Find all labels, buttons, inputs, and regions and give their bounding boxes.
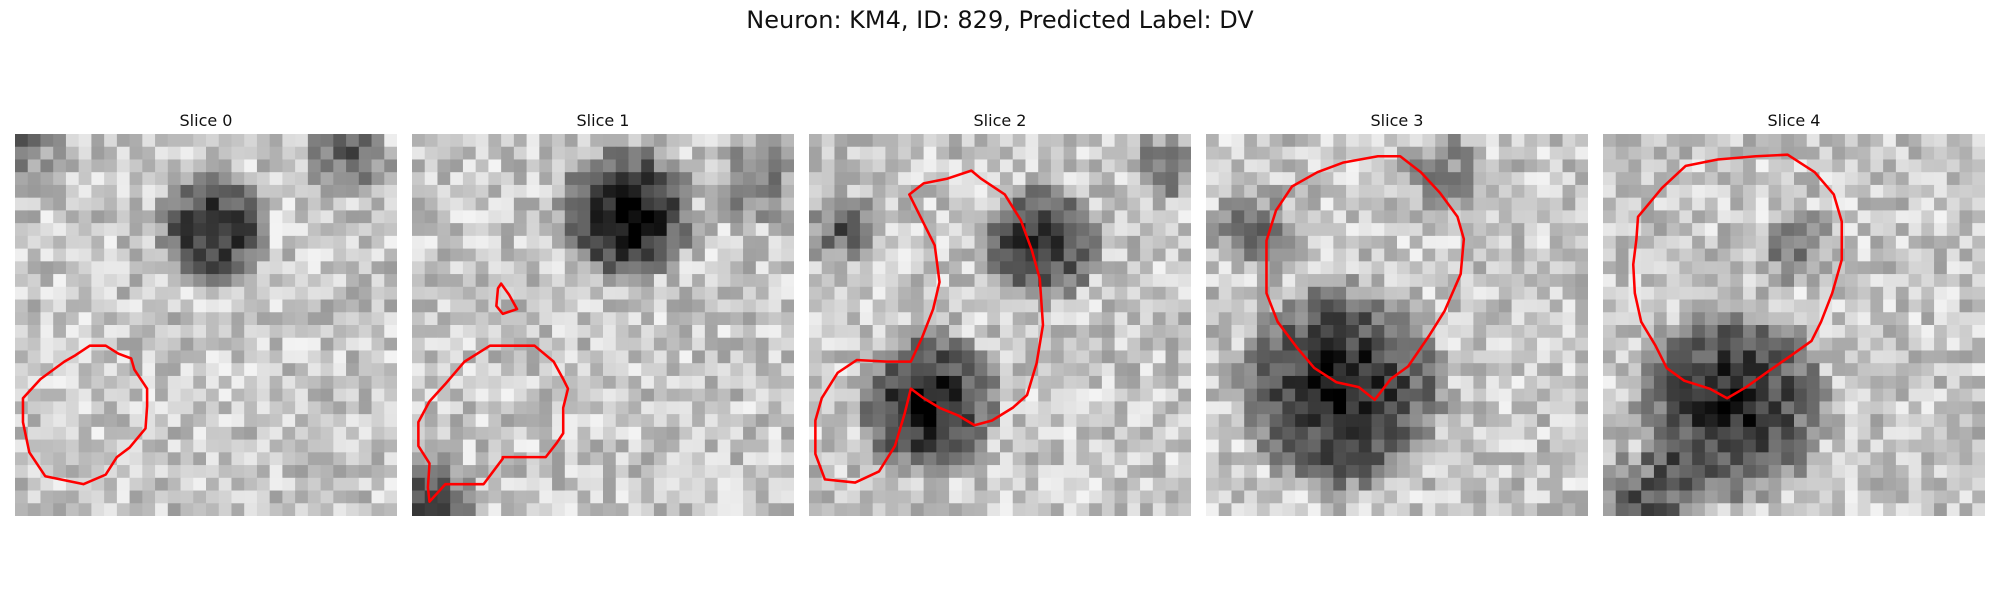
segmentation-contour — [1631, 153, 1844, 400]
pixel-grid — [809, 134, 1191, 516]
slice-panel-3: Slice 3 — [1206, 108, 1588, 516]
segmentation-contour — [21, 344, 149, 486]
slice-image — [809, 134, 1191, 516]
pixel-grid — [412, 134, 794, 516]
pixel-grid — [1603, 134, 1985, 516]
slice-title: Slice 1 — [576, 111, 630, 130]
pixel-grid — [15, 134, 397, 516]
slice-panel-1: Slice 1 — [412, 108, 794, 516]
slice-title: Slice 3 — [1370, 111, 1424, 130]
slice-panel-0: Slice 0 — [15, 108, 397, 516]
slice-image — [1603, 134, 1985, 516]
slice-panel-2: Slice 2 — [809, 108, 1191, 516]
slice-panel-4: Slice 4 — [1603, 108, 1985, 516]
segmentation-contour — [495, 282, 519, 316]
slice-title: Slice 2 — [973, 111, 1027, 130]
figure-title: Neuron: KM4, ID: 829, Predicted Label: D… — [746, 6, 1254, 34]
slice-title: Slice 4 — [1767, 111, 1821, 130]
slice-image — [412, 134, 794, 516]
segmentation-contour — [814, 169, 1045, 484]
segmentation-contour — [417, 344, 570, 503]
slice-image — [1206, 134, 1588, 516]
pixel-grid — [1206, 134, 1588, 516]
slice-image — [15, 134, 397, 516]
segmentation-contour — [1265, 155, 1466, 402]
slice-title: Slice 0 — [179, 111, 233, 130]
